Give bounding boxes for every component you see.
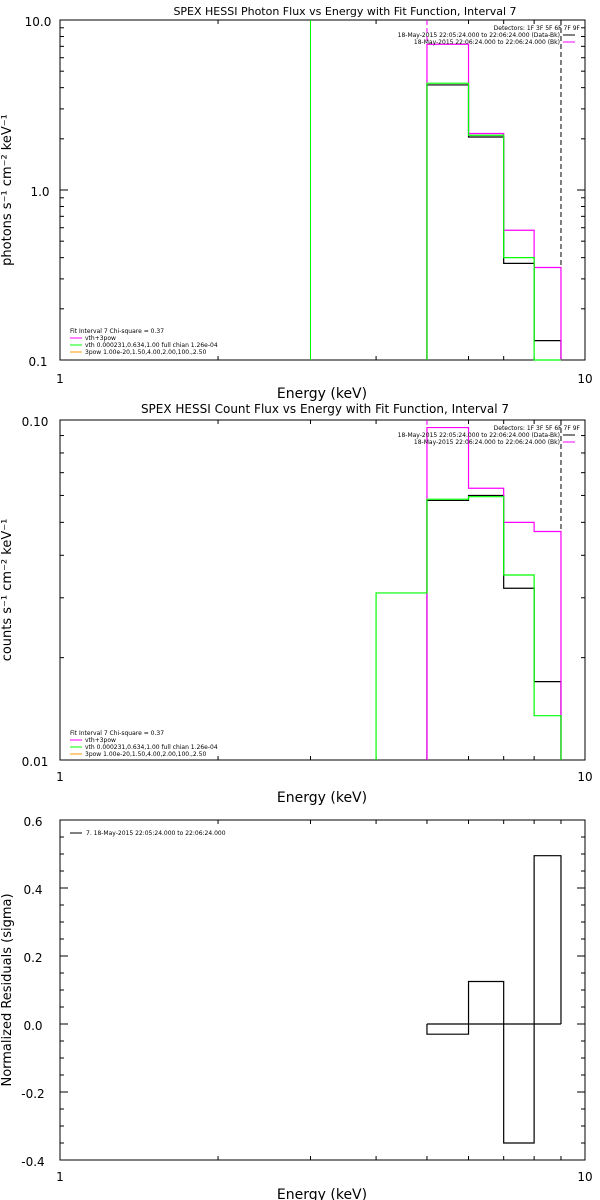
photon-flux-x-axis-label: Energy (keV) bbox=[277, 386, 367, 402]
residuals-x-tick-10: 10 bbox=[577, 1170, 592, 1184]
count-flux-vth3pow-legend: vth+3pow bbox=[85, 737, 116, 744]
residuals-y-tick-0-0: 0.0 bbox=[23, 1019, 42, 1033]
photon-flux-vth-legend: vth 0.000231,0.634,1.00 full chian 1.26e… bbox=[85, 342, 218, 349]
photon-flux-y-tick-0-1: 0.1 bbox=[28, 355, 47, 369]
photon-flux-y-tick-10: 10.0 bbox=[25, 15, 52, 29]
count-flux-data-bk-legend: 18-May-2015 22:05:24.000 to 22:06:24.000… bbox=[398, 432, 560, 439]
residuals-y-tick-0-2: 0.2 bbox=[23, 951, 42, 965]
count-flux-title: SPEX HESSI Count Flux vs Energy with Fit… bbox=[141, 402, 509, 416]
photon-flux-vth3pow-legend: vth+3pow bbox=[85, 335, 116, 342]
photon-flux-detectors-legend: Detectors: 1F 3F 5F 6F 7F 9F bbox=[494, 25, 581, 32]
residuals-y-tick-0-4: 0.4 bbox=[23, 883, 42, 897]
count-flux-x-tick-10: 10 bbox=[577, 770, 592, 784]
residuals-series bbox=[426, 855, 562, 1144]
count-flux-y-tick-0-01: 0.01 bbox=[22, 755, 49, 769]
photon-flux-bk-legend: 18-May-2015 22:06:24.000 to 22:06:24.000… bbox=[414, 39, 560, 46]
count-flux-series bbox=[375, 426, 562, 760]
photon-flux-3pow-legend: 3pow 1.00e-20,1.50,4.00,2.00,100.,2.50 bbox=[85, 349, 206, 356]
residuals-y-axis-label: Normalized Residuals (sigma) bbox=[0, 893, 15, 1086]
count-flux-x-tick-1: 1 bbox=[56, 770, 64, 784]
photon-flux-fit-header: Fit Interval 7 Chi-square = 0.37 bbox=[70, 328, 164, 335]
photon-flux-x-tick-10: 10 bbox=[577, 372, 592, 386]
count-flux-ticks bbox=[59, 419, 586, 761]
residuals-y-tick-neg-0-4: -0.4 bbox=[21, 1155, 44, 1169]
count-flux-series-vth bbox=[375, 496, 562, 760]
count-flux-fit-header: Fit Interval 7 Chi-square = 0.37 bbox=[70, 730, 164, 737]
count-flux-y-tick-0-10: 0.10 bbox=[22, 415, 49, 429]
photon-flux-y-axis-label: photons s⁻¹ cm⁻² keV⁻¹ bbox=[0, 114, 15, 266]
residuals-legend: 7. 18-May-2015 22:05:24.000 to 22:06:24.… bbox=[86, 830, 226, 837]
residuals-series-7-18-may-2015-22-05-24-000-to-22-06-24-000 bbox=[426, 855, 562, 1144]
count-flux-x-axis-label: Energy (keV) bbox=[277, 790, 367, 806]
count-flux-y-axis-label: counts s⁻¹ cm⁻² keV⁻¹ bbox=[0, 519, 15, 662]
photon-flux-y-tick-1: 1.0 bbox=[30, 185, 49, 199]
count-flux-panel: SPEX HESSI Count Flux vs Energy with Fit… bbox=[0, 402, 593, 806]
photon-flux-x-tick-1: 1 bbox=[56, 372, 64, 386]
residuals-panel: 0.6 0.4 0.2 0.0 -0.2 -0.4 1 10 Energy (k… bbox=[0, 815, 593, 1200]
residuals-y-tick-0-6: 0.6 bbox=[23, 815, 42, 829]
photon-flux-panel: SPEX HESSI Photon Flux vs Energy with Fi… bbox=[0, 5, 593, 402]
residuals-ticks bbox=[59, 819, 586, 1161]
residuals-x-axis-label: Energy (keV) bbox=[277, 1187, 367, 1200]
count-flux-plot-frame bbox=[59, 419, 586, 761]
count-flux-bk-legend: 18-May-2015 22:06:24.000 to 22:06:24.000… bbox=[414, 439, 560, 446]
count-flux-3pow-legend: 3pow 1.00e-20,1.50,4.00,2.00,100.,2.50 bbox=[85, 751, 206, 758]
photon-flux-series bbox=[426, 43, 562, 361]
photon-flux-data-bk-legend: 18-May-2015 22:05:24.000 to 22:06:24.000… bbox=[398, 32, 560, 39]
photon-flux-series-vth bbox=[426, 82, 561, 361]
count-flux-detectors-legend: Detectors: 1F 3F 5F 6F 7F 9F bbox=[494, 425, 581, 432]
count-flux-vth-legend: vth 0.000231,0.634,1.00 full chian 1.26e… bbox=[85, 744, 218, 751]
residuals-x-tick-1: 1 bbox=[56, 1170, 64, 1184]
residuals-y-tick-neg-0-2: -0.2 bbox=[21, 1087, 44, 1101]
photon-flux-title: SPEX HESSI Photon Flux vs Energy with Fi… bbox=[173, 5, 516, 18]
